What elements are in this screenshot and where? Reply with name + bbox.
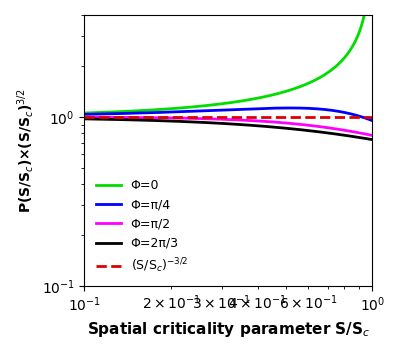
Φ=0 — [135, 109, 140, 113]
Φ=2π/3 — [319, 130, 324, 134]
Φ=2π/3 — [135, 118, 140, 122]
Φ=2π/3 — [255, 124, 260, 128]
Φ=0 — [270, 93, 274, 97]
Line: Φ=2π/3: Φ=2π/3 — [86, 119, 372, 139]
Line: Φ=π/4: Φ=π/4 — [86, 108, 372, 121]
Φ=π/4 — [193, 109, 198, 113]
Φ=2π/3 — [297, 127, 302, 132]
Φ=π/2 — [83, 115, 88, 119]
Φ=π/4 — [83, 112, 88, 116]
Y-axis label: P(S/S$_c$)×(S/S$_c$)$^{3/2}$: P(S/S$_c$)×(S/S$_c$)$^{3/2}$ — [15, 88, 36, 213]
Φ=π/2 — [193, 116, 198, 121]
Φ=2π/3 — [193, 120, 198, 124]
Φ=π/4 — [288, 106, 292, 110]
Φ=2π/3 — [270, 125, 274, 129]
Line: Φ=π/2: Φ=π/2 — [86, 117, 372, 136]
Φ=0 — [193, 104, 198, 109]
Line: Φ=0: Φ=0 — [86, 0, 372, 113]
Φ=π/4 — [255, 107, 260, 111]
Φ=π/4 — [135, 111, 140, 115]
Φ=π/2 — [370, 133, 375, 138]
Φ=π/4 — [319, 107, 324, 111]
Φ=π/4 — [270, 106, 274, 110]
Φ=π/2 — [297, 122, 302, 126]
Φ=0 — [83, 111, 88, 115]
X-axis label: Spatial criticality parameter S/S$_c$: Spatial criticality parameter S/S$_c$ — [87, 320, 370, 339]
Φ=π/4 — [370, 119, 375, 123]
Φ=0 — [297, 85, 302, 89]
Φ=0 — [319, 75, 324, 79]
Φ=2π/3 — [370, 137, 375, 142]
Legend: Φ=0, Φ=π/4, Φ=π/2, Φ=2π/3, (S/S$_c$)$^{-3/2}$: Φ=0, Φ=π/4, Φ=π/2, Φ=2π/3, (S/S$_c$)$^{-… — [91, 174, 193, 280]
Φ=π/4 — [297, 106, 302, 110]
Φ=π/2 — [255, 119, 260, 123]
Φ=2π/3 — [83, 117, 88, 121]
Φ=π/2 — [319, 125, 324, 129]
Φ=0 — [255, 96, 260, 100]
Φ=π/2 — [135, 115, 140, 120]
Φ=π/2 — [270, 120, 274, 124]
